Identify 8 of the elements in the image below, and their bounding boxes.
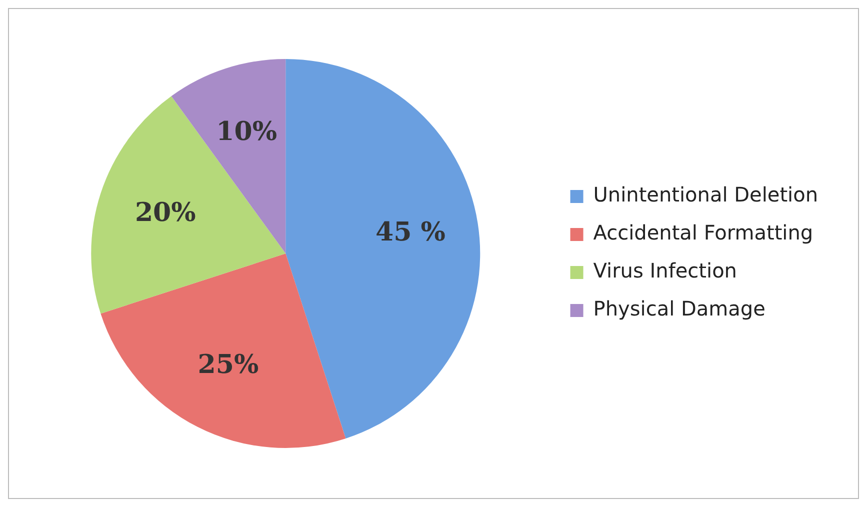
legend-label: Accidental Formatting	[593, 220, 814, 245]
data-label: 10%	[216, 117, 278, 148]
legend-label: Physical Damage	[593, 296, 766, 321]
legend-label: Virus Infection	[593, 258, 737, 283]
data-label: 25%	[198, 350, 259, 380]
legend-label: Unintentional Deletion	[593, 182, 818, 207]
data-label: 20%	[134, 198, 196, 228]
data-label: 45 %	[376, 217, 446, 248]
